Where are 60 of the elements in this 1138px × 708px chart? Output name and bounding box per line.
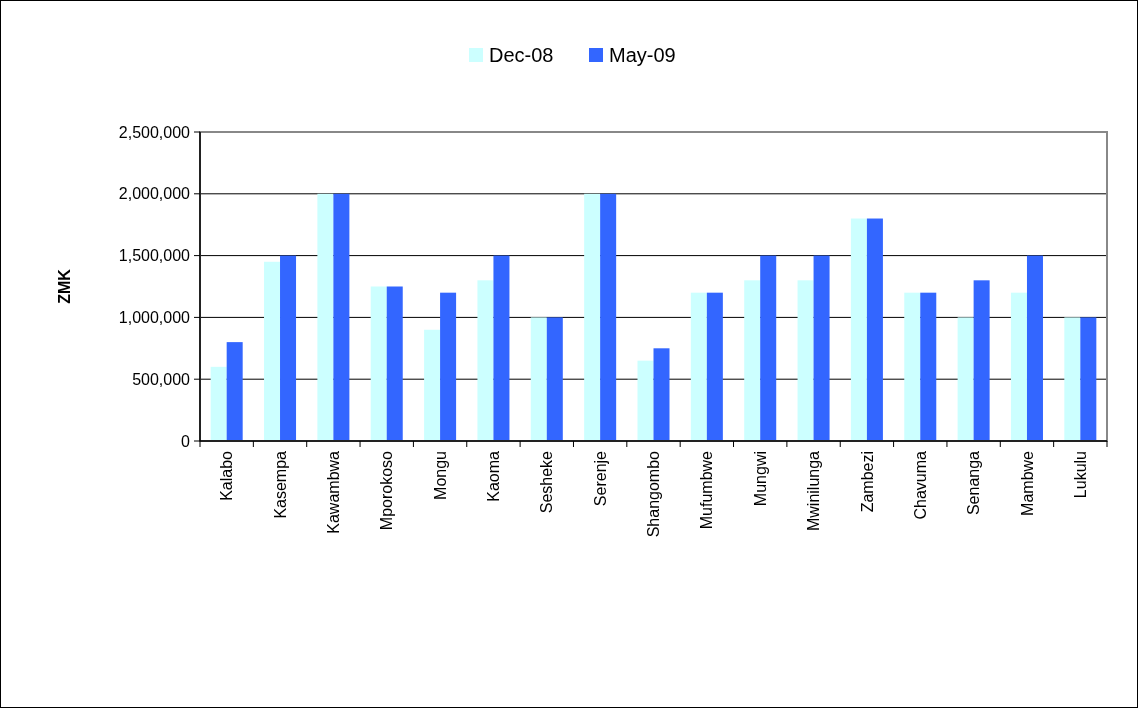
- bar: [957, 317, 974, 441]
- bar: [1026, 255, 1043, 441]
- bar: [210, 366, 227, 441]
- legend-label: Dec-08: [489, 44, 554, 66]
- x-tick-label: Serenje: [591, 450, 609, 507]
- bar: [546, 317, 563, 441]
- bar: [317, 193, 334, 441]
- bar: [866, 218, 883, 441]
- bar: [850, 218, 867, 441]
- y-tick-label: 1,000,000: [118, 309, 191, 326]
- bar: [797, 280, 814, 441]
- bar: [600, 193, 617, 441]
- bar: [1080, 317, 1097, 441]
- bar: [744, 280, 761, 441]
- x-tick-label: Mambwe: [1018, 450, 1036, 516]
- legend-label: May-09: [609, 44, 676, 66]
- bar: [1064, 317, 1081, 441]
- y-tick-label: 0: [181, 432, 191, 450]
- x-tick-label: Zambezi: [858, 451, 876, 513]
- x-tick-label: Kaoma: [485, 450, 503, 502]
- bar: [333, 193, 350, 441]
- x-tick-label: Lukulu: [1071, 451, 1089, 499]
- x-tick-label: Shangombo: [645, 450, 663, 538]
- x-tick-label: Sesheke: [538, 450, 556, 514]
- bar: [690, 292, 707, 441]
- bar: [264, 261, 281, 441]
- bar: [813, 255, 830, 441]
- x-tick-label: Kalabo: [218, 450, 236, 501]
- bar: [706, 292, 723, 441]
- x-tick-label: Senanga: [965, 450, 983, 516]
- bar: [440, 292, 457, 441]
- bar: [477, 280, 494, 441]
- bar: [530, 317, 547, 441]
- bar: [920, 292, 937, 441]
- x-tick-label: Mwinilunga: [805, 450, 823, 532]
- y-tick-label: 2,500,000: [118, 123, 191, 141]
- x-tick-label: Mufumbwe: [698, 450, 716, 530]
- bar: [386, 286, 403, 441]
- y-tick-label: 1,500,000: [118, 247, 191, 265]
- bar: [226, 342, 243, 441]
- bar: [493, 255, 510, 441]
- x-tick-label: Chavuma: [911, 450, 929, 520]
- bar: [584, 193, 601, 441]
- bar: [424, 329, 441, 441]
- bar: [637, 360, 654, 441]
- bar: [370, 286, 387, 441]
- y-tick-label: 2,000,000: [118, 185, 191, 203]
- y-tick-label: 500,000: [132, 370, 191, 388]
- x-tick-label: Mongu: [431, 451, 449, 500]
- x-tick-label: Kasempa: [271, 450, 289, 519]
- x-tick-label: Kawambwa: [324, 450, 342, 534]
- bar: [904, 292, 921, 441]
- x-tick-label: Mungwi: [751, 451, 769, 507]
- bar: [973, 280, 990, 441]
- bar: [1010, 292, 1027, 441]
- bar: [280, 255, 297, 441]
- bar: [760, 255, 777, 441]
- bar: [653, 348, 670, 441]
- y-axis-title: ZMK: [56, 268, 73, 304]
- x-tick-label: Mporokoso: [378, 450, 396, 531]
